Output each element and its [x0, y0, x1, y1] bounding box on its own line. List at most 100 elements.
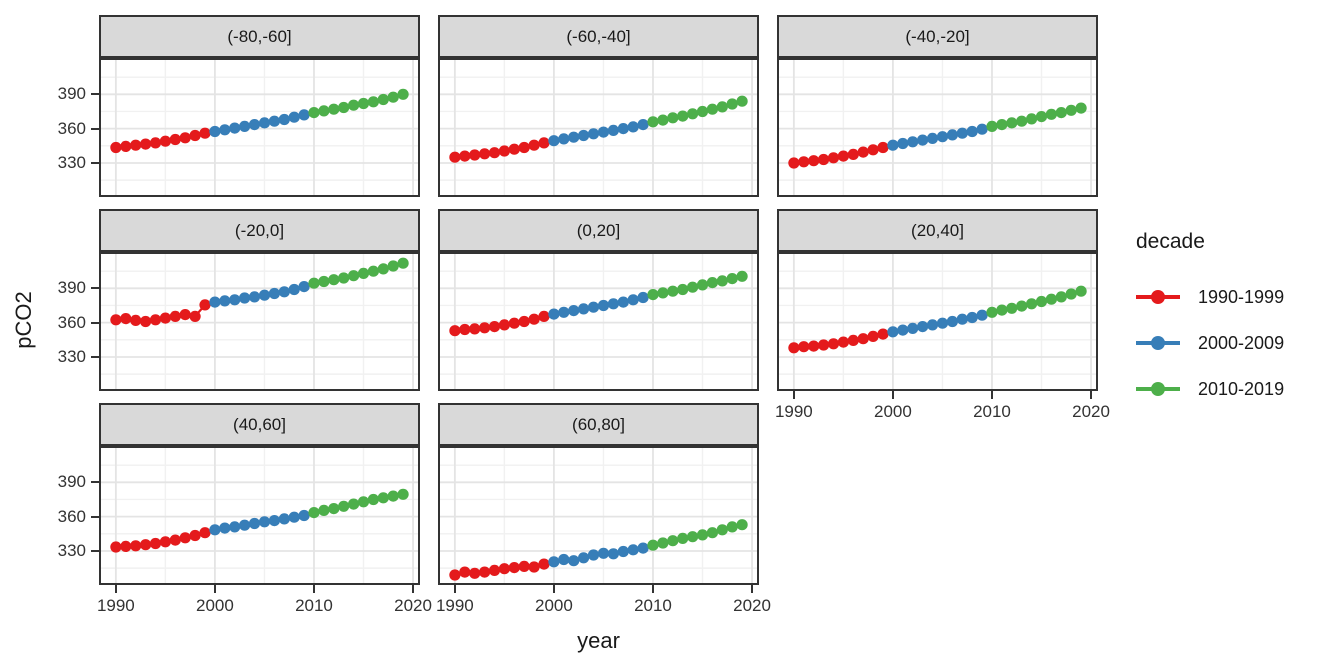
- data-point: [449, 151, 461, 163]
- data-point: [986, 306, 998, 318]
- facet-panel: [777, 252, 1098, 391]
- data-point: [278, 513, 290, 525]
- data-point: [159, 536, 171, 548]
- data-point: [1065, 104, 1077, 116]
- data-point: [568, 131, 580, 143]
- data-point: [976, 123, 988, 135]
- data-point: [308, 277, 320, 289]
- data-point: [857, 333, 869, 345]
- x-axis-title: year: [577, 628, 620, 653]
- data-point: [827, 338, 840, 350]
- data-point: [469, 149, 481, 161]
- data-point: [706, 527, 718, 539]
- data-point: [308, 107, 320, 119]
- data-point: [140, 138, 152, 150]
- data-point: [657, 114, 669, 126]
- data-point: [199, 527, 211, 539]
- data-point: [209, 524, 221, 536]
- data-point: [1055, 107, 1067, 119]
- data-point: [887, 139, 899, 151]
- data-point: [627, 544, 639, 556]
- data-point: [348, 99, 360, 111]
- data-point: [209, 125, 221, 138]
- data-point: [597, 126, 610, 138]
- data-point: [736, 270, 748, 282]
- data-point: [367, 493, 379, 506]
- data-point: [338, 272, 350, 284]
- data-point: [677, 110, 689, 122]
- facet: (20,40]: [777, 209, 1098, 391]
- data-point: [607, 548, 619, 560]
- legend-entry-label: 2000-2009: [1198, 332, 1285, 353]
- data-point: [110, 141, 122, 154]
- data-point: [1006, 302, 1018, 314]
- data-point: [847, 148, 859, 160]
- x-tick-mark: [990, 391, 993, 399]
- data-point: [696, 105, 709, 118]
- facet-plot: [101, 254, 418, 389]
- data-point: [248, 119, 261, 131]
- facet-strip: (20,40]: [777, 209, 1098, 252]
- data-point: [578, 303, 590, 315]
- data-point: [469, 323, 481, 335]
- data-point: [189, 310, 201, 322]
- facet-strip: (-60,-40]: [438, 15, 759, 58]
- y-tick-label: 330: [57, 152, 86, 172]
- y-tick-label: 330: [57, 540, 86, 560]
- data-point: [657, 537, 669, 549]
- x-tick-mark: [412, 585, 415, 593]
- data-point: [528, 139, 540, 151]
- data-point: [140, 539, 152, 551]
- data-point: [199, 299, 211, 311]
- facet-panel: [438, 446, 759, 585]
- x-tick-label: 2000: [874, 402, 912, 421]
- data-point: [647, 539, 659, 551]
- data-point: [716, 275, 728, 287]
- data-point: [219, 522, 231, 534]
- data-point: [248, 517, 261, 530]
- data-point: [268, 115, 280, 127]
- data-point: [808, 340, 820, 352]
- data-point: [587, 128, 600, 140]
- data-point: [1075, 102, 1087, 114]
- data-point: [657, 287, 669, 299]
- data-point: [169, 534, 181, 546]
- data-point: [1045, 293, 1057, 305]
- data-point: [667, 285, 679, 297]
- facet-strip: (-40,-20]: [777, 15, 1098, 58]
- data-point: [258, 117, 271, 129]
- x-tick-mark: [891, 391, 894, 399]
- data-point: [528, 561, 540, 573]
- data-point: [877, 328, 889, 340]
- data-point: [229, 122, 241, 134]
- data-point: [946, 129, 958, 141]
- facet-plot: [779, 60, 1096, 195]
- data-point: [508, 562, 520, 574]
- y-tick-label: 360: [57, 506, 86, 526]
- data-point: [798, 156, 810, 168]
- x-tick-label: 2010: [973, 402, 1011, 421]
- data-point: [837, 336, 849, 348]
- data-point: [687, 281, 699, 293]
- data-point: [677, 532, 689, 544]
- y-tick-mark: [91, 321, 99, 324]
- facet-strip-label: (60,80]: [572, 414, 625, 434]
- facet-strip-label: (20,40]: [911, 220, 964, 240]
- x-tick-label: 2020: [1072, 402, 1110, 421]
- data-point: [469, 567, 481, 579]
- x-tick-label: 2000: [196, 596, 234, 615]
- data-point: [627, 294, 639, 306]
- data-point: [189, 129, 201, 142]
- facet-plot: [779, 254, 1096, 389]
- data-point: [459, 150, 471, 162]
- data-point: [617, 123, 629, 135]
- data-point: [179, 532, 191, 544]
- data-point: [348, 498, 360, 510]
- data-point: [788, 157, 800, 169]
- data-point: [288, 511, 300, 523]
- data-point: [498, 145, 510, 157]
- y-tick-mark: [91, 515, 99, 518]
- data-point: [617, 545, 629, 558]
- data-point: [867, 330, 879, 342]
